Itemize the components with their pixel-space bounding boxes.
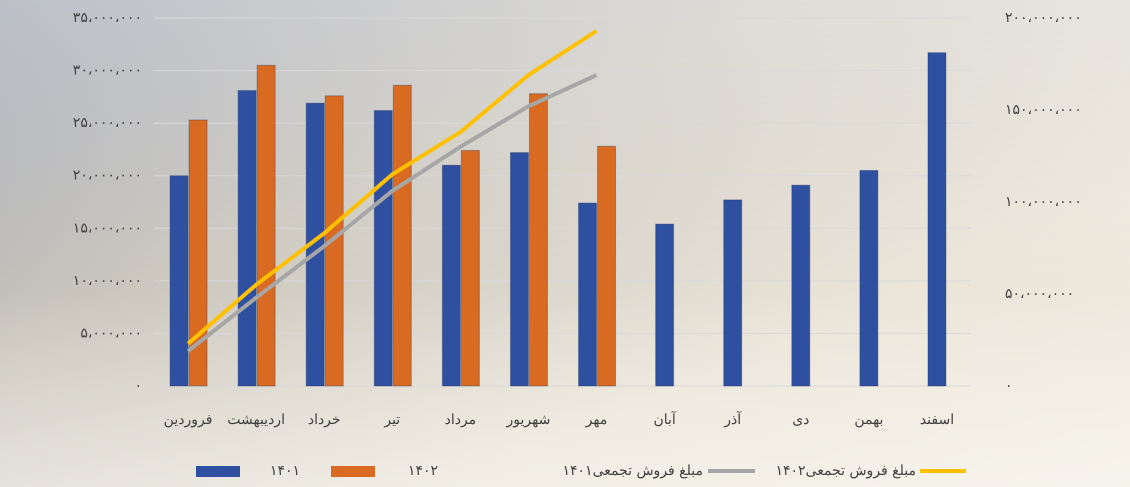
y-tick-label: ۳۰،۰۰۰،۰۰۰: [73, 63, 142, 79]
bar: [597, 145, 617, 387]
x-tick-label: خرداد: [308, 412, 341, 428]
y-tick-label: ۱۰،۰۰۰،۰۰۰: [73, 273, 142, 289]
bar: [791, 184, 811, 387]
y2-tick-label: ۱۵۰،۰۰۰،۰۰۰: [1005, 102, 1082, 118]
y2-tick-label: ۵۰،۰۰۰،۰۰۰: [1005, 286, 1074, 302]
bar: [655, 223, 675, 387]
x-tick-label: آبان: [653, 410, 676, 428]
legend-swatch: [331, 466, 375, 477]
x-tick-label: شهریور: [506, 412, 551, 428]
line-series: [186, 73, 598, 353]
bar: [169, 175, 189, 387]
x-tick-label: مرداد: [445, 412, 477, 428]
bar: [723, 199, 743, 387]
y2-tick-label: ۱۰۰،۰۰۰،۰۰۰: [1005, 194, 1082, 210]
bar: [237, 90, 257, 387]
y2-tick-label: ۲۰۰،۰۰۰،۰۰۰: [1005, 10, 1082, 26]
bar: [578, 202, 598, 387]
bar: [392, 84, 412, 387]
bar: [528, 93, 548, 387]
legend-label: ۱۴۰۱: [270, 463, 300, 479]
y-tick-label: ۳۵،۰۰۰،۰۰۰: [73, 10, 142, 26]
line-series: [186, 29, 598, 346]
x-tick-label: تیر: [383, 412, 400, 428]
bar: [441, 164, 461, 387]
x-tick-label: اردیبهشت: [227, 412, 285, 428]
legend-label: ۱۴۰۲: [408, 463, 438, 479]
legend-swatch: [196, 466, 240, 477]
bar: [324, 95, 344, 387]
y2-tick-label: ۰: [1005, 378, 1013, 394]
x-tick-label: اسفند: [920, 412, 954, 428]
bar: [188, 119, 208, 387]
bar: [460, 149, 480, 387]
x-tick-label: دی: [792, 412, 809, 428]
y-tick-label: ۵،۰۰۰،۰۰۰: [80, 325, 142, 341]
y-tick-label: ۲۵،۰۰۰،۰۰۰: [73, 115, 142, 131]
legend-label: مبلغ فروش تجمعی۱۴۰۲: [775, 463, 916, 479]
y-tick-label: ۱۵،۰۰۰،۰۰۰: [73, 220, 142, 236]
y-tick-label: ۲۰،۰۰۰،۰۰۰: [73, 168, 142, 184]
bar: [373, 110, 393, 387]
y-tick-label: ۰: [134, 378, 142, 394]
x-tick-label: بهمن: [854, 412, 883, 428]
x-tick-label: آذر: [723, 410, 742, 428]
bar: [509, 152, 529, 387]
bar: [256, 64, 276, 387]
x-tick-label: مهر: [585, 412, 608, 428]
legend-label: مبلغ فروش تجمعی۱۴۰۱: [562, 463, 703, 479]
x-tick-label: فروردین: [164, 412, 213, 428]
bar: [927, 52, 947, 387]
bar: [859, 169, 879, 387]
